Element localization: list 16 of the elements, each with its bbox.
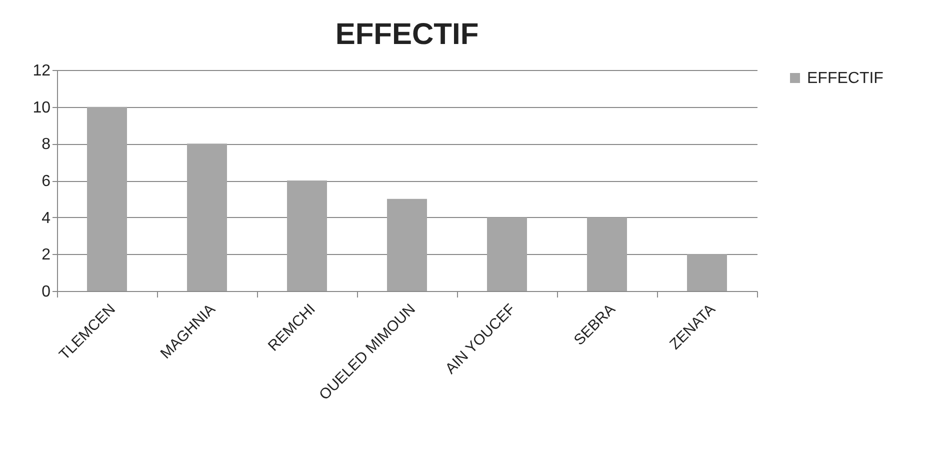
- bar: [387, 198, 427, 291]
- bar: [87, 106, 127, 291]
- bar: [187, 144, 227, 291]
- y-tick-label: 8: [42, 136, 51, 154]
- y-tick-label: 2: [42, 246, 51, 264]
- bar: [687, 254, 727, 291]
- chart-title: EFFECTIF: [335, 18, 479, 51]
- y-tick-label: 4: [42, 210, 51, 227]
- y-tick-label: 0: [42, 284, 51, 300]
- y-tick-label: 12: [32, 62, 51, 80]
- bar: [287, 180, 327, 291]
- y-tick-label: 6: [42, 173, 51, 190]
- bar: [587, 217, 627, 291]
- legend-label: EFFECTIF: [807, 70, 884, 87]
- bar: [487, 217, 527, 291]
- y-tick-label: 10: [32, 99, 51, 116]
